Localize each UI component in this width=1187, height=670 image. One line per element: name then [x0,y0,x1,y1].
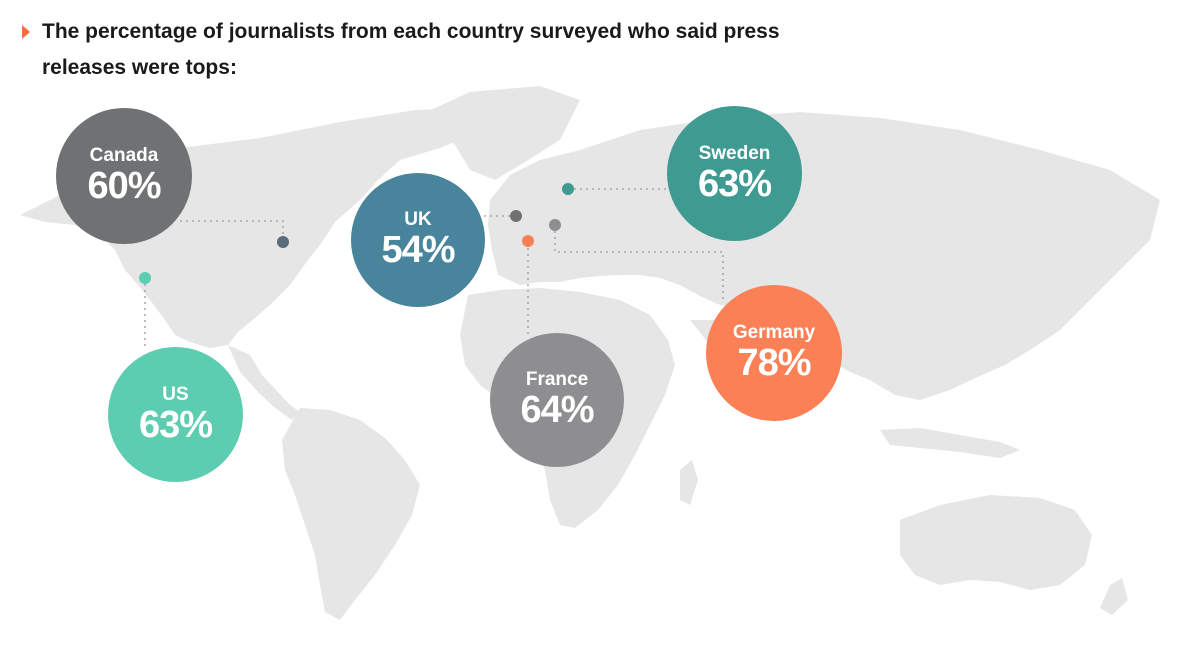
country-percentage: 63% [138,403,213,446]
us-bubble: US 63% [108,347,243,482]
title-line-2: releases were tops: [42,56,237,79]
germany-connector [554,225,724,300]
triangle-marker-icon [22,25,30,39]
country-name: Canada [89,145,159,166]
france-bubble: France 64% [490,333,624,467]
title-line-1: The percentage of journalists from each … [42,20,780,43]
country-percentage: 64% [520,389,594,431]
country-name: US [162,383,189,405]
uk-marker [510,210,522,222]
country-name: Germany [732,322,816,343]
canada-connector [180,220,284,242]
location-markers [139,183,574,284]
country-name: Sweden [698,142,771,164]
country-percentage: 60% [87,165,161,207]
germany-marker [549,219,561,231]
country-name: France [525,369,589,390]
country-name: UK [404,209,432,230]
country-percentage: 78% [737,342,811,384]
country-percentage: 54% [381,229,455,271]
sweden-bubble: Sweden 63% [667,106,802,241]
chart-title: The percentage of journalists from each … [22,14,922,86]
canada-marker [277,236,289,248]
country-percentage: 63% [697,162,772,205]
france-marker [522,235,534,247]
germany-bubble: Germany 78% [706,285,842,421]
sweden-marker [562,183,574,195]
us-marker [139,272,151,284]
uk-bubble: UK 54% [351,173,485,307]
canada-bubble: Canada 60% [56,108,192,244]
connector-lines [144,188,724,348]
